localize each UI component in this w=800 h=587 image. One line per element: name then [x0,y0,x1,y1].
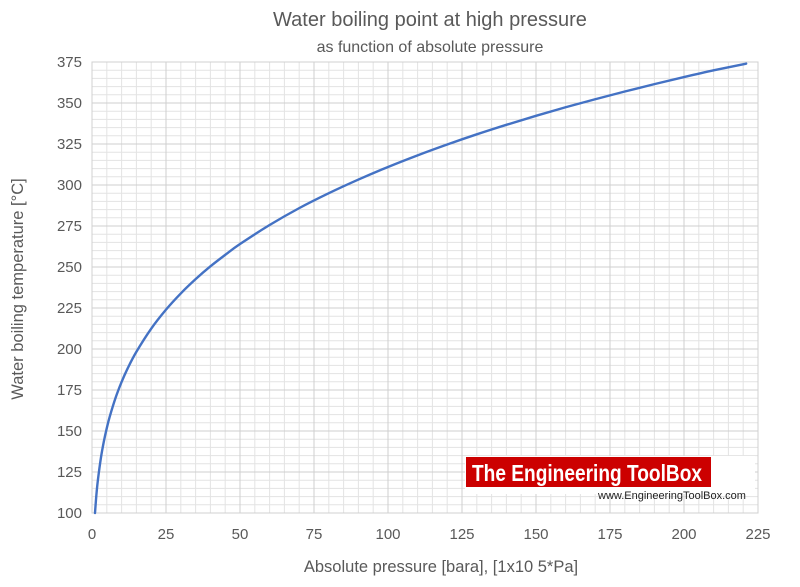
chart-subtitle: as function of absolute pressure [317,39,544,56]
series-layer [93,62,748,515]
series-line-boiling-point [93,62,748,515]
watermark-logo: The Engineering ToolBox www.EngineeringT… [465,456,755,502]
y-tick-label: 200 [57,341,82,358]
x-axis-ticks: 0 25 50 75 100 125 150 175 200 225 [88,526,771,543]
x-tick-label: 225 [745,526,770,543]
y-tick-label: 175 [57,382,82,399]
x-tick-label: 25 [158,526,175,543]
watermark-brand-text: The Engineering ToolBox [472,460,702,486]
x-tick-label: 125 [449,526,474,543]
x-axis-title: Absolute pressure [bara], [1x10 5*Pa] [304,558,578,576]
y-axis-ticks: 100 125 150 175 200 225 250 275 300 325 350 375 [57,54,82,522]
y-tick-label: 350 [57,95,82,112]
x-tick-label: 50 [232,526,249,543]
x-tick-label: 150 [523,526,548,543]
x-tick-label: 200 [671,526,696,543]
x-tick-label: 100 [375,526,400,543]
y-tick-label: 125 [57,464,82,481]
y-axis-title: Water boiling temperature [°C] [9,178,27,400]
y-tick-label: 375 [57,54,82,71]
x-tick-label: 0 [88,526,96,543]
watermark-url-text: www.EngineeringToolBox.com [597,490,746,502]
y-tick-label: 250 [57,259,82,276]
watermark-brand-banner [466,457,711,487]
y-tick-label: 100 [57,505,82,522]
x-tick-label: 75 [306,526,323,543]
y-tick-label: 300 [57,177,82,194]
y-tick-label: 325 [57,136,82,153]
x-tick-label: 175 [597,526,622,543]
chart-title: Water boiling point at high pressure [273,9,587,31]
plot-area-border [91,61,759,514]
y-tick-label: 150 [57,423,82,440]
y-tick-label: 225 [57,300,82,317]
y-tick-label: 275 [57,218,82,235]
